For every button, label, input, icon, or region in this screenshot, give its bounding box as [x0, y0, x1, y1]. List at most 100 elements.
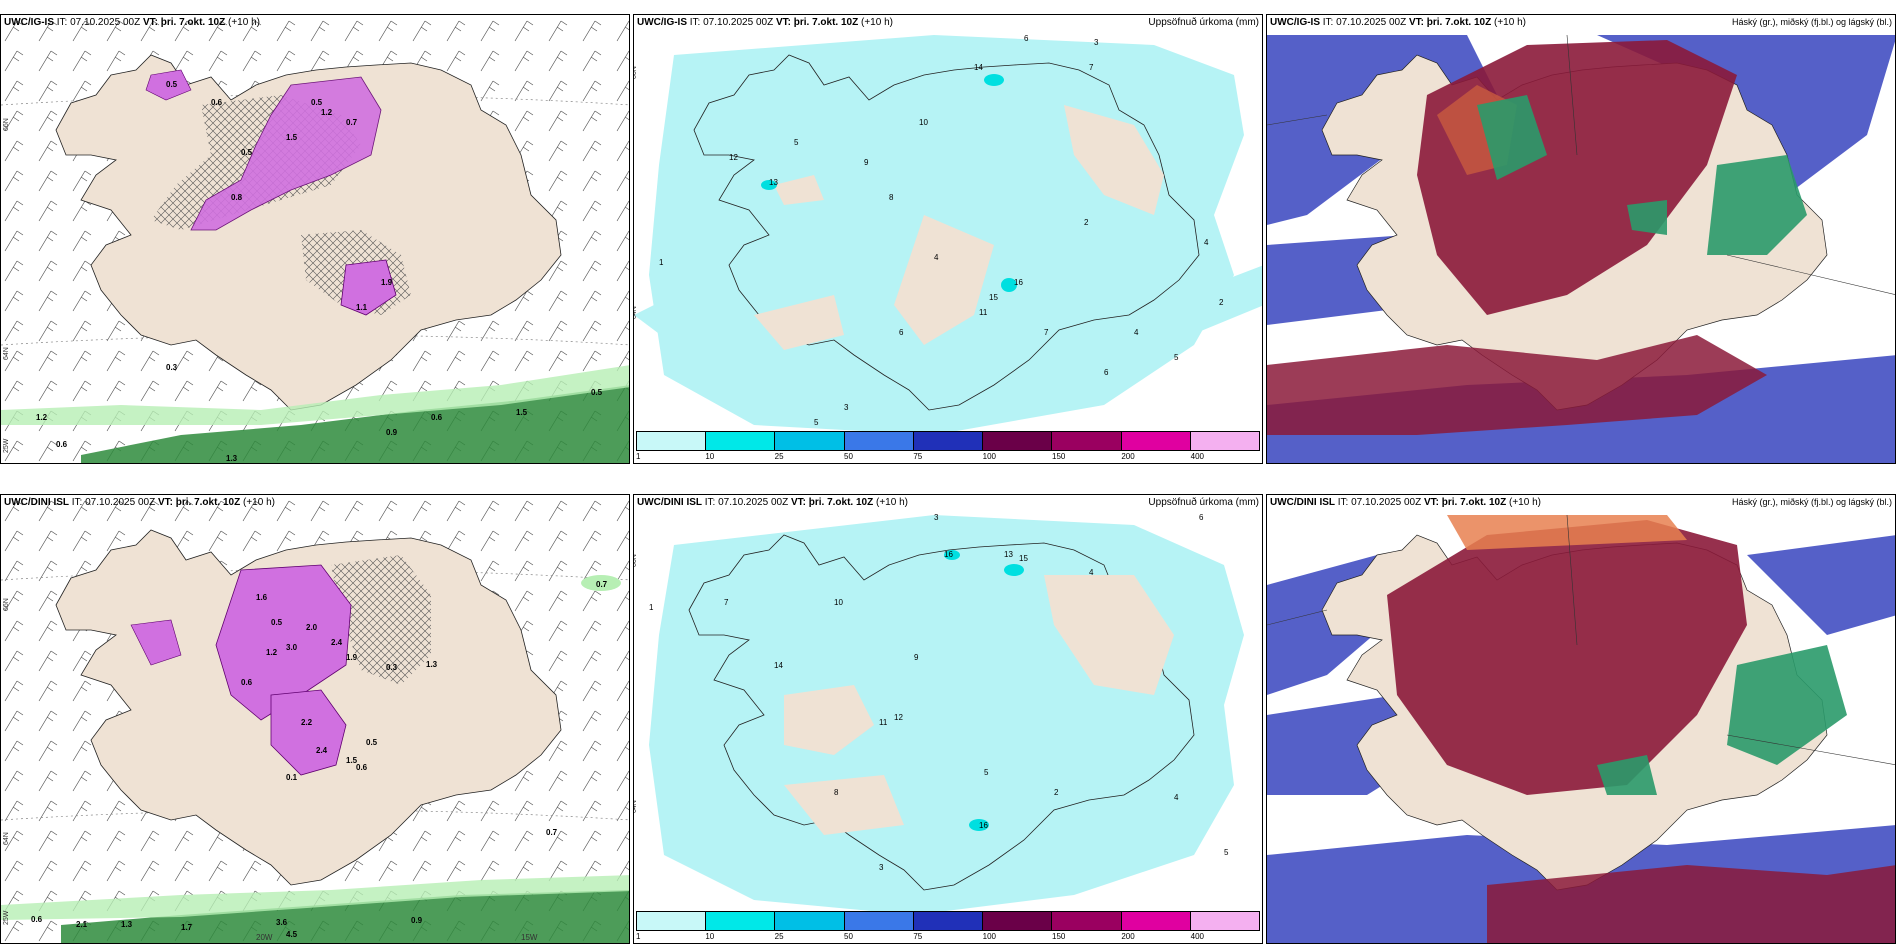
value-label: 0.6	[56, 440, 68, 449]
colorbar-swatch	[844, 432, 914, 450]
iceland-coastline	[693, 54, 1200, 411]
precip-area-cyan	[944, 550, 960, 560]
value-label: 1.2	[321, 108, 333, 117]
value-label: 16	[979, 821, 988, 830]
dry-area-beige	[894, 215, 994, 345]
colorbar-tick-label: 200	[1121, 932, 1135, 941]
value-label: 7	[1089, 63, 1094, 72]
map-canvas: 0.5 0.6 0.5 0.5 0.7 1.5 1.2 0.8 1.9 1.1 …	[1, 15, 629, 463]
colorbar-swatch	[983, 432, 1053, 450]
colorbar-tick-label: 100	[982, 932, 997, 941]
init-time: 07.10.2025 00Z	[1351, 497, 1422, 508]
colorbar-tick-label: 25	[774, 452, 784, 461]
init-time: 07.10.2025 00Z	[718, 497, 789, 508]
value-label: 5	[1174, 353, 1179, 362]
dry-area-beige	[784, 685, 874, 755]
value-label: 0.7	[596, 580, 608, 589]
map-canvas: 0.7 1.6 0.5 2.0 1.2 3.0 2.4 1.9 0.3 0.6 …	[1, 495, 629, 943]
mid-cloud-maroon	[1387, 520, 1747, 795]
vt-prefix: VT:	[775, 17, 791, 28]
panel-title: UWC/IG-IS IT: 07.10.2025 00Z VT: þri. 7.…	[1270, 17, 1526, 28]
value-label: 4.5	[286, 930, 298, 939]
lead-time: (+10 h)	[861, 17, 893, 28]
panel-dini-cloud-cover: UWC/DINI ISL IT: 07.10.2025 00Z VT: þri.…	[1266, 494, 1896, 944]
high-cloud-green	[1727, 645, 1847, 765]
mid-cloud-maroon	[1267, 335, 1767, 435]
precip-value-labels: 6 3 16 13 15 10 9 11 7 12 14 4 5 2 1 8 1…	[649, 513, 1229, 872]
dry-area-beige	[754, 295, 844, 350]
value-label: 16	[944, 550, 953, 559]
colorbar-swatch	[706, 432, 776, 450]
vt-prefix: VT:	[1423, 497, 1439, 508]
value-label: 16	[1014, 278, 1023, 287]
precip-area-cyan	[1004, 564, 1024, 576]
value-label: 13	[1004, 550, 1013, 559]
model-name: UWC/DINI ISL	[1270, 497, 1335, 508]
lon-label-25w: 25W	[3, 910, 10, 925]
colorbar-swatch	[706, 912, 776, 930]
panel-title: UWC/IG-IS IT: 07.10.2025 00Z VT: þri. 7.…	[637, 17, 893, 28]
value-label: 7	[724, 598, 729, 607]
panel-title: UWC/IG-IS IT: 07.10.2025 00Z VT: þri. 7.…	[4, 17, 260, 28]
value-label: 7	[1044, 328, 1049, 337]
it-prefix: IT:	[56, 17, 68, 28]
lat-label-66n: 66N	[633, 554, 638, 567]
panel-field-title: Uppsöfnuð úrkoma (mm)	[1148, 17, 1259, 28]
value-label: 15	[989, 293, 998, 302]
it-prefix: IT:	[1322, 17, 1334, 28]
value-label: 1.2	[36, 413, 48, 422]
lead-time: (+10 h)	[1494, 17, 1526, 28]
value-label: 5	[794, 138, 799, 147]
colorbar-swatch	[1121, 912, 1191, 930]
colorbar-tick-label: 75	[913, 452, 923, 461]
colorbar-swatch	[775, 432, 845, 450]
value-label: 1.3	[121, 920, 133, 929]
colorbar-swatch	[1121, 432, 1191, 450]
lead-time: (+10 h)	[1509, 497, 1541, 508]
panel-dini-precip-wind: UWC/DINI ISL IT: 07.10.2025 00Z VT: þri.…	[0, 494, 630, 944]
value-label: 0.1	[286, 773, 298, 782]
value-label: 8	[889, 193, 894, 202]
colorbar-tick-label: 75	[913, 932, 923, 941]
colorbar-tick-label: 10	[705, 452, 715, 461]
value-label: 2	[1054, 788, 1059, 797]
colorbar-swatch	[844, 912, 914, 930]
panel-igis-precip-wind: UWC/IG-IS IT: 07.10.2025 00Z VT: þri. 7.…	[0, 14, 630, 464]
dry-area-beige	[1064, 105, 1164, 215]
lat-label-66n: 66N	[3, 598, 10, 611]
panel-title: UWC/DINI ISL IT: 07.10.2025 00Z VT: þri.…	[4, 497, 275, 508]
precip-area-magenta	[130, 619, 182, 666]
map-canvas: 6 3 16 13 15 10 9 11 7 12 14 4 5 2 1 8 1…	[634, 495, 1262, 943]
colorbar-swatch	[637, 432, 707, 450]
value-label: 3.6	[276, 918, 288, 927]
vt-prefix: VT:	[157, 497, 173, 508]
value-label: 0.3	[166, 363, 178, 372]
colorbar-swatch	[1052, 432, 1122, 450]
colorbar-swatch	[1190, 912, 1259, 930]
value-label: 0.7	[546, 828, 558, 837]
value-label: 0.6	[211, 98, 223, 107]
colorbar-tick-label: 200	[1121, 452, 1135, 461]
value-label: 1.3	[226, 454, 238, 463]
value-label: 1.5	[346, 756, 358, 765]
value-label: 1.5	[286, 133, 298, 142]
value-label: 1.9	[346, 653, 358, 662]
model-name: UWC/IG-IS	[1270, 17, 1320, 28]
value-label: 0.9	[386, 428, 398, 437]
value-label: 3	[879, 863, 884, 872]
value-label: 2	[1084, 218, 1089, 227]
ocean-precip-green	[61, 890, 629, 943]
valid-time: þri. 7.okt. 10Z	[1441, 497, 1507, 508]
value-label: 0.6	[31, 915, 43, 924]
value-label: 12	[729, 153, 738, 162]
it-prefix: IT:	[689, 17, 701, 28]
value-label: 2	[1219, 298, 1224, 307]
dry-area-beige	[1044, 575, 1174, 695]
ocean-precip-lightgreen	[1, 875, 629, 920]
colorbar-swatches	[636, 431, 1260, 451]
value-label: 5	[984, 768, 989, 777]
colorbar: 1 10 25 50 75 100 150 200 400	[636, 911, 1260, 941]
lead-time: (+10 h)	[228, 17, 260, 28]
it-prefix: IT:	[71, 497, 83, 508]
lon-label-15w: 15W	[521, 933, 538, 942]
